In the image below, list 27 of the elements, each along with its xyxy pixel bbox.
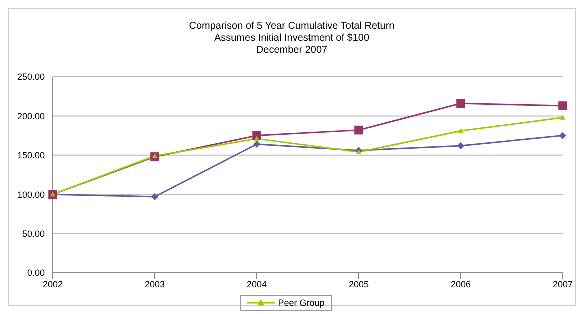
- text: December 2007: [255, 45, 329, 57]
- y-tick-label: 0.00: [27, 268, 45, 278]
- point: [457, 142, 465, 150]
- point: [356, 150, 362, 154]
- chart-title: Comparison of 5 Year Cumulative Total Return: [188, 21, 396, 33]
- y-tick-label: 250.00: [17, 72, 45, 82]
- point: [558, 102, 568, 110]
- point: [458, 128, 464, 134]
- x-tick-label: 2006: [450, 279, 472, 290]
- y-tick-label: 150.00: [17, 150, 45, 161]
- point: [456, 99, 466, 108]
- point: [151, 193, 159, 201]
- point: [354, 126, 364, 135]
- x-tick-label: 2005: [348, 279, 370, 290]
- chart-subtitle: Assumes Initial Investment of $100: [213, 33, 371, 45]
- point: [253, 140, 261, 148]
- y-tick-label: 200.00: [17, 111, 45, 122]
- x-tick-label: 2002: [42, 279, 64, 290]
- x-tick-label: 2003: [144, 279, 166, 290]
- x-tick-label: 2004: [246, 279, 268, 290]
- y-tick-label: 50.00: [22, 228, 45, 239]
- point: [560, 115, 566, 120]
- x-tick-label: 2007: [552, 279, 574, 290]
- point: [559, 132, 567, 140]
- point: [152, 154, 158, 158]
- legend-label: Peer Group: [278, 298, 325, 308]
- y-tick-label: 100.00: [17, 190, 45, 200]
